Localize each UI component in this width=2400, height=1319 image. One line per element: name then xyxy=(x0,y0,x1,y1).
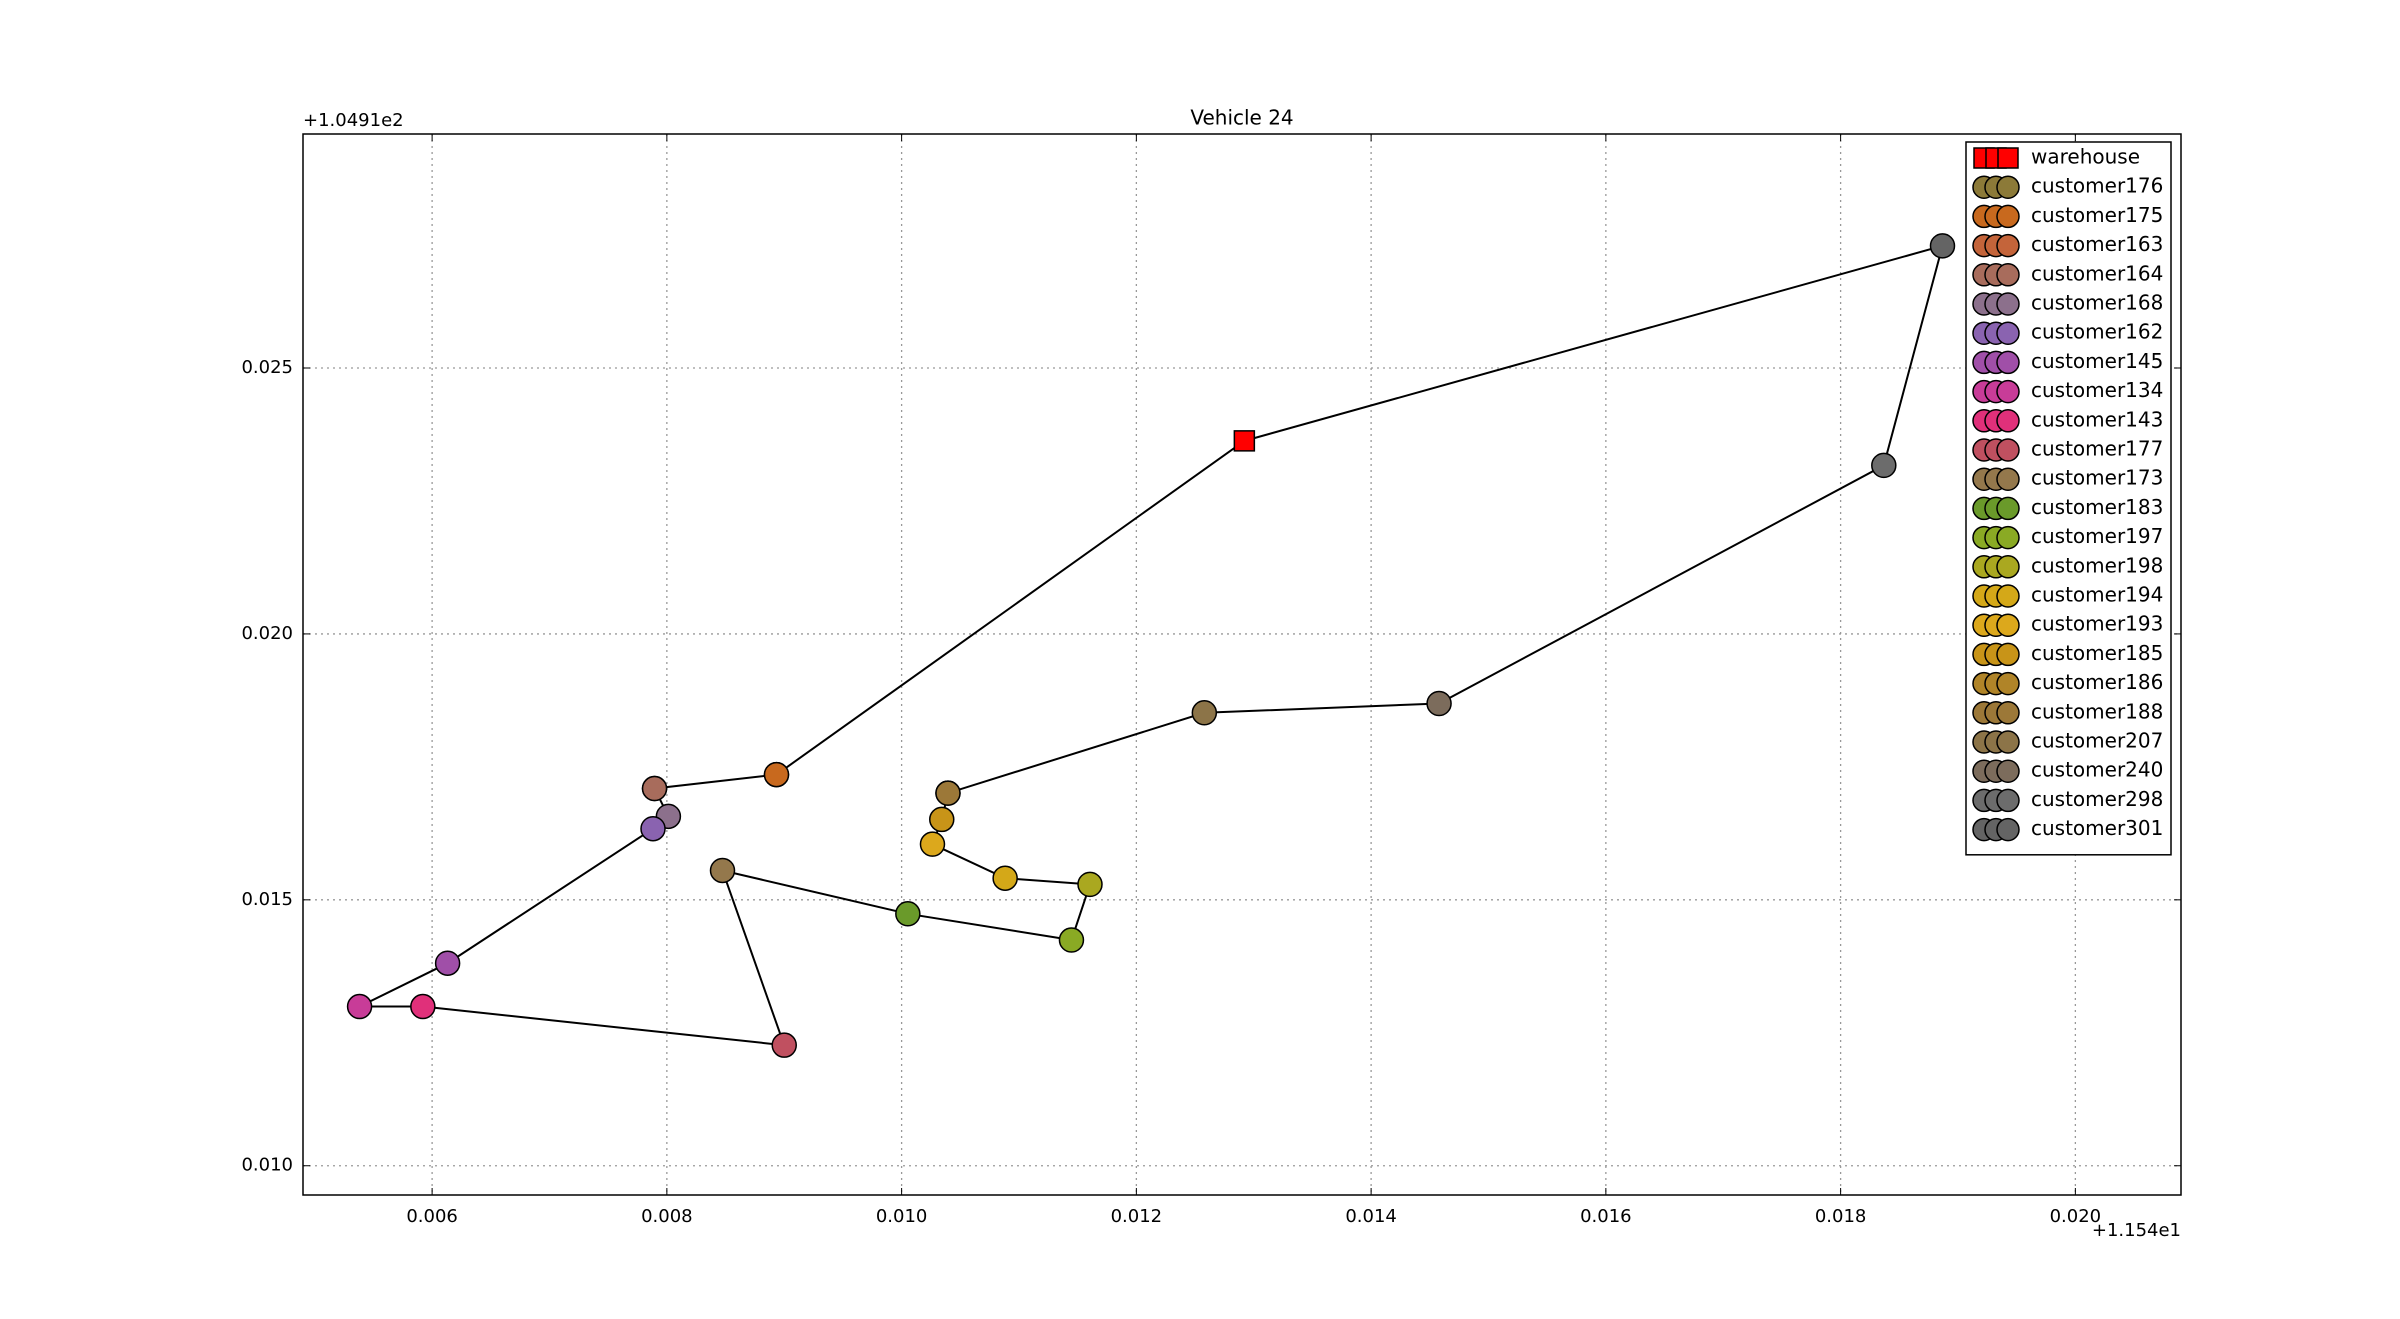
legend-marker xyxy=(1996,438,2020,462)
customer-marker xyxy=(935,780,961,806)
legend-marker xyxy=(1996,613,2020,637)
legend-marker xyxy=(1996,759,2020,783)
legend-label: customer301 xyxy=(2031,816,2163,840)
y-offset: +1.0491e2 xyxy=(303,110,404,131)
x-tick-label: 0.018 xyxy=(1815,1206,1867,1227)
x-tick-label: 0.014 xyxy=(1345,1206,1397,1227)
legend-marker xyxy=(1996,204,2020,229)
legend-marker xyxy=(1996,263,2020,287)
legend-marker xyxy=(1996,379,2020,404)
legend-label: customer163 xyxy=(2031,232,2163,256)
x-tick-label: 0.020 xyxy=(2050,1206,2102,1227)
legend-marker xyxy=(1996,350,2020,375)
legend-label: customer177 xyxy=(2031,437,2163,461)
x-tick-label: 0.010 xyxy=(876,1206,928,1227)
legend-marker xyxy=(1996,671,2020,696)
customer-marker xyxy=(992,865,1018,891)
legend-marker xyxy=(1996,409,2020,433)
customer-marker xyxy=(929,806,955,833)
legend-label: customer162 xyxy=(2031,320,2163,344)
legend-label: customer198 xyxy=(2031,553,2163,577)
legend-label: customer185 xyxy=(2031,641,2163,665)
warehouse-marker xyxy=(1233,430,1256,452)
legend-label: customer240 xyxy=(2031,758,2163,782)
legend-label: customer194 xyxy=(2031,583,2163,607)
legend-marker xyxy=(1996,584,2020,608)
y-tick-label: 0.015 xyxy=(241,889,293,910)
legend-label: customer183 xyxy=(2031,495,2163,519)
legend-label: customer197 xyxy=(2031,524,2163,548)
legend-marker xyxy=(1996,701,2020,725)
legend-marker xyxy=(1996,496,2020,521)
legend-label: customer207 xyxy=(2031,729,2163,753)
customer-marker xyxy=(763,761,790,788)
customer-marker xyxy=(1871,452,1897,479)
x-tick-label: 0.008 xyxy=(641,1206,693,1227)
customer-marker xyxy=(919,831,946,857)
legend-marker xyxy=(1996,233,2020,258)
customer-marker xyxy=(771,1032,797,1058)
y-tick-label: 0.020 xyxy=(241,623,293,644)
y-tick-label: 0.010 xyxy=(241,1155,293,1176)
axes-frame xyxy=(302,133,2182,1196)
legend-marker xyxy=(1996,321,2020,345)
legend-label: customer193 xyxy=(2031,612,2163,636)
y-tick-label: 0.025 xyxy=(241,357,293,378)
customer-marker xyxy=(709,857,736,884)
customer-marker xyxy=(434,950,461,976)
legend-label: customer143 xyxy=(2031,407,2163,431)
x-tick-label: 0.016 xyxy=(1580,1206,1632,1227)
legend-marker xyxy=(1996,525,2020,550)
legend-marker xyxy=(1997,147,2019,169)
legend-label: customer134 xyxy=(2031,378,2163,402)
legend-marker xyxy=(1996,730,2020,754)
legend-label: customer145 xyxy=(2031,349,2163,373)
legend-label: customer298 xyxy=(2031,787,2163,811)
legend-label: customer168 xyxy=(2031,291,2163,315)
legend-label: customer186 xyxy=(2031,670,2163,694)
customer-marker xyxy=(1191,700,1218,726)
x-offset: +1.154e1 xyxy=(2092,1220,2181,1241)
legend-label: customer173 xyxy=(2031,466,2163,490)
customer-marker xyxy=(410,993,436,1020)
legend-marker xyxy=(1996,175,2020,199)
legend-label: customer176 xyxy=(2031,174,2163,198)
x-tick-label: 0.006 xyxy=(406,1206,458,1227)
legend-label: customer164 xyxy=(2031,261,2163,285)
customer-marker xyxy=(640,815,666,842)
legend-marker xyxy=(1996,292,2020,316)
legend-label: customer175 xyxy=(2031,203,2163,227)
legend-marker xyxy=(1996,642,2020,667)
customer-marker xyxy=(1929,233,1956,259)
legend-label: customer188 xyxy=(2031,699,2163,723)
x-tick-label: 0.012 xyxy=(1111,1206,1163,1227)
chart-title: Vehicle 24 xyxy=(1190,106,1293,130)
legend-marker xyxy=(1996,788,2020,813)
customer-marker xyxy=(346,993,373,1020)
customer-marker xyxy=(895,901,921,927)
legend-marker xyxy=(1996,555,2020,579)
legend-label: warehouse xyxy=(2031,145,2140,169)
customer-marker xyxy=(1058,927,1085,953)
customer-marker xyxy=(1077,871,1103,898)
legend-marker xyxy=(1996,817,2020,842)
customer-marker xyxy=(1426,690,1452,717)
legend-marker xyxy=(1996,467,2020,491)
legend: warehouse customer176 customer175 customer1… xyxy=(1965,141,2172,856)
customer-marker xyxy=(641,775,668,802)
